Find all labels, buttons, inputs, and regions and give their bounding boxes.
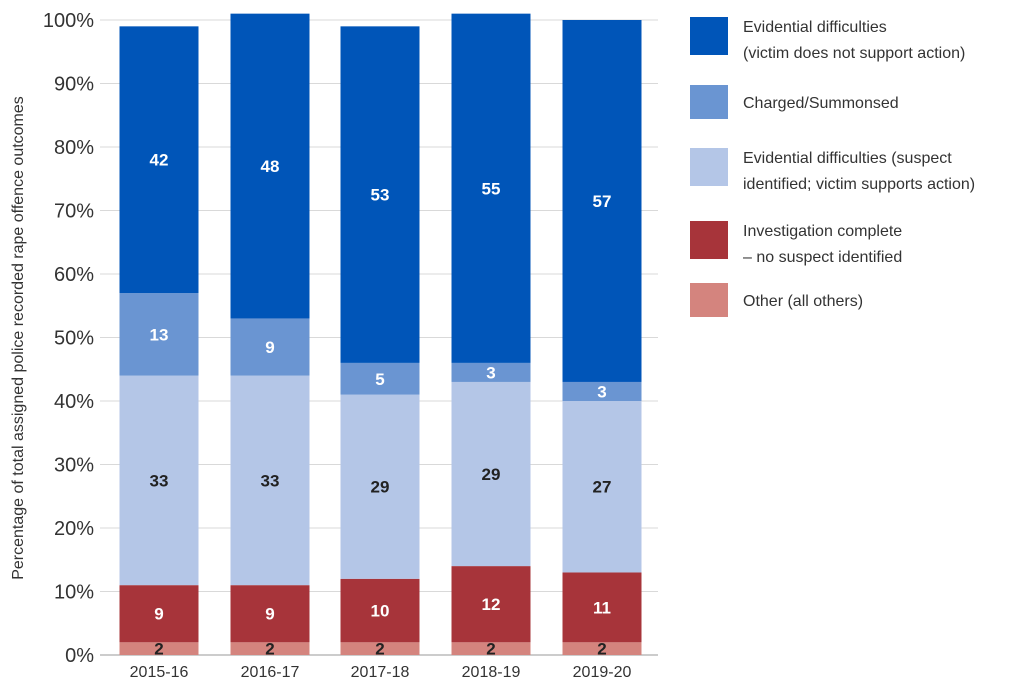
bar-segment: [230, 318, 310, 376]
y-tick-label: 60%: [54, 264, 94, 286]
x-tick-label: 2015-16: [130, 664, 189, 681]
x-tick-label: 2018-19: [462, 664, 521, 681]
bar-segment: [230, 642, 310, 655]
bar-value-label: 12: [482, 595, 501, 614]
y-axis-label: Percentage of total assigned police reco…: [10, 96, 27, 580]
y-tick-label: 40%: [54, 391, 94, 413]
legend-item: Investigation complete – no suspect ident…: [690, 221, 902, 266]
bar-value-label: 2: [265, 640, 274, 659]
y-tick-label: 30%: [54, 455, 94, 477]
bar-value-label: 53: [371, 186, 390, 205]
legend-label: – no suspect identified: [743, 249, 902, 266]
legend-item: Evidential difficulties (victim does not …: [690, 17, 965, 62]
bar-value-label: 29: [371, 478, 390, 497]
bar-value-label: 2: [486, 640, 495, 659]
y-tick-label: 90%: [54, 74, 94, 96]
legend-label: Evidential difficulties (suspect: [743, 150, 952, 167]
bar-value-label: 57: [593, 192, 612, 211]
legend-label: (victim does not support action): [743, 45, 965, 62]
y-tick-label: 20%: [54, 518, 94, 540]
bar-segment: [230, 375, 310, 586]
bar-segment: [119, 26, 199, 294]
legend: Evidential difficulties (victim does not …: [690, 17, 975, 317]
legend-swatch: [690, 17, 728, 55]
bars: [119, 13, 642, 655]
legend-label: identified; victim supports action): [743, 176, 975, 193]
bar-value-label: 3: [486, 363, 495, 382]
bar-value-label: 10: [371, 602, 390, 621]
bar-segment: [119, 585, 199, 643]
legend-label: Charged/Summonsed: [743, 95, 899, 112]
bar-value-label: 55: [482, 179, 501, 198]
bar-value-label: 33: [261, 471, 280, 490]
y-tick-label: 10%: [54, 582, 94, 604]
bar-segment: [562, 381, 642, 401]
bar-segment: [451, 566, 531, 643]
legend-item: Other (all others): [690, 283, 863, 317]
bar-segment: [119, 293, 199, 376]
bar-value-label: 2: [597, 640, 606, 659]
legend-item: Charged/Summonsed: [690, 85, 899, 119]
legend-label: Other (all others): [743, 293, 863, 310]
bar-segment: [451, 13, 531, 363]
bar-segment: [562, 572, 642, 643]
bar-value-label: 9: [154, 605, 163, 624]
bar-segment: [562, 20, 642, 382]
y-tick-label: 0%: [65, 645, 94, 667]
bar-segment: [340, 642, 420, 655]
x-tick-label: 2016-17: [241, 664, 300, 681]
bar-value-label: 2: [154, 640, 163, 659]
y-tick-label: 70%: [54, 201, 94, 223]
y-tick-label: 50%: [54, 328, 94, 350]
bar-segment: [451, 642, 531, 655]
legend-swatch: [690, 148, 728, 186]
bar-segment: [230, 585, 310, 643]
legend-swatch: [690, 85, 728, 119]
legend-label: Investigation complete: [743, 223, 902, 240]
x-tick-label: 2019-20: [573, 664, 632, 681]
bar-value-label: 42: [150, 151, 169, 170]
legend-swatch: [690, 221, 728, 259]
x-tick-label: 2017-18: [351, 664, 410, 681]
legend-item: Evidential difficulties (suspect identifi…: [690, 148, 975, 193]
bar-value-label: 2: [375, 640, 384, 659]
bar-value-label: 27: [593, 478, 612, 497]
bar-value-label: 11: [593, 598, 611, 617]
bar-value-label: 3: [597, 382, 606, 401]
bar-segment: [230, 13, 310, 319]
bar-segment: [340, 578, 420, 643]
legend-label: Evidential difficulties: [743, 19, 887, 36]
bar-value-label: 48: [261, 157, 280, 176]
bar-segment: [119, 642, 199, 655]
y-tick-label: 100%: [43, 10, 94, 32]
bar-value-label: 33: [150, 471, 169, 490]
bar-segment: [562, 401, 642, 573]
bar-segment: [562, 642, 642, 655]
bar-segment: [340, 26, 420, 363]
bar-segment: [119, 375, 199, 586]
bar-value-label: 9: [265, 338, 274, 357]
bar-value-label: 5: [375, 370, 384, 389]
bar-value-label: 29: [482, 465, 501, 484]
bar-segment: [451, 381, 531, 567]
bar-segment: [340, 362, 420, 395]
legend-swatch: [690, 283, 728, 317]
bar-segment: [340, 394, 420, 579]
bar-value-label: 13: [150, 325, 169, 344]
axes: Percentage of total assigned police reco…: [10, 10, 631, 681]
bar-value-label: 9: [265, 605, 274, 624]
y-tick-label: 80%: [54, 137, 94, 159]
bar-segment: [451, 362, 531, 382]
